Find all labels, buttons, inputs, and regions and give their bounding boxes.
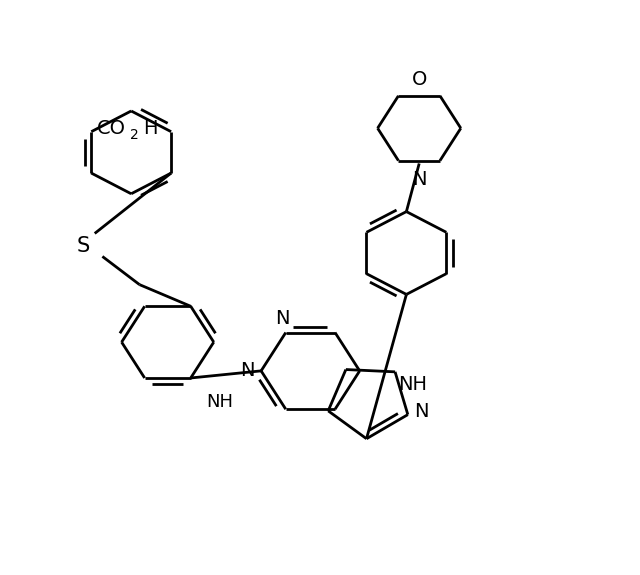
Text: H: H [143,119,157,139]
Text: O: O [412,70,427,89]
Text: N: N [240,361,254,381]
Text: S: S [77,236,90,256]
Text: CO: CO [97,119,125,139]
Text: 2: 2 [130,128,138,141]
Text: N: N [412,170,426,189]
Text: NH: NH [206,393,233,411]
Text: N: N [414,402,429,421]
Text: N: N [275,309,290,328]
Text: NH: NH [398,375,428,394]
